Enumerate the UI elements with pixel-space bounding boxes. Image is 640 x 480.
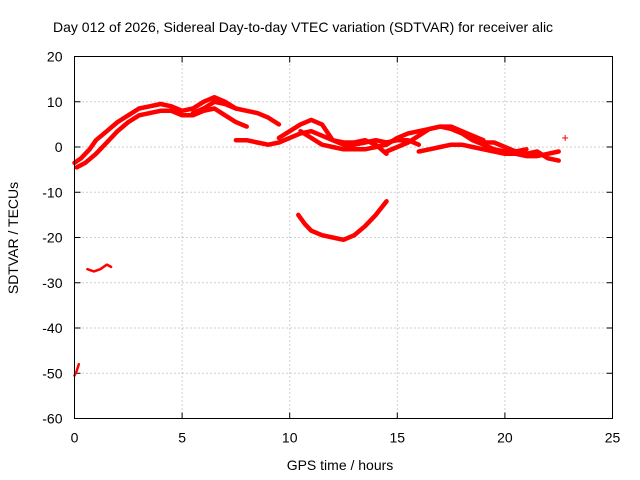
chart-title: Day 012 of 2026, Sidereal Day-to-day VTE… (53, 19, 553, 35)
series-arc-lowest (73, 362, 81, 377)
isolated-point (562, 134, 569, 141)
x-tick-label: 0 (71, 430, 79, 446)
x-tick-labels: 0 5 10 15 20 25 (71, 430, 621, 446)
y-tick-labels: -60 -50 -40 -30 -20 -10 0 10 20 (42, 49, 62, 427)
x-tick-label: 5 (178, 430, 186, 446)
series-arc-main-9 (481, 140, 561, 163)
y-tick-label: -60 (42, 411, 62, 427)
x-tick-label: 15 (390, 430, 406, 446)
y-axis-title: SDTVAR / TECUs (5, 182, 21, 294)
y-tick-label: 10 (47, 94, 63, 110)
series-arc-main-2 (74, 106, 249, 170)
series-arc-dip (296, 199, 389, 243)
y-tick-label: -40 (42, 320, 62, 336)
series-arc-main-3 (190, 99, 282, 127)
y-tick-label: -20 (42, 230, 62, 246)
x-axis-title: GPS time / hours (287, 457, 394, 473)
data-series (72, 94, 569, 377)
series-arc-main-1 (72, 94, 239, 166)
x-tick-label: 20 (497, 430, 513, 446)
y-tick-label: -10 (42, 184, 62, 200)
y-tick-label: -30 (42, 275, 62, 291)
y-tick-label: 0 (55, 139, 63, 155)
series-arc-low (86, 263, 113, 273)
x-tick-label: 10 (282, 430, 298, 446)
y-tick-label: -50 (42, 365, 62, 381)
x-tick-label: 25 (605, 430, 621, 446)
series-arc-main-8 (416, 142, 561, 159)
y-tick-label: 20 (47, 49, 63, 65)
plot-frame (74, 56, 613, 419)
